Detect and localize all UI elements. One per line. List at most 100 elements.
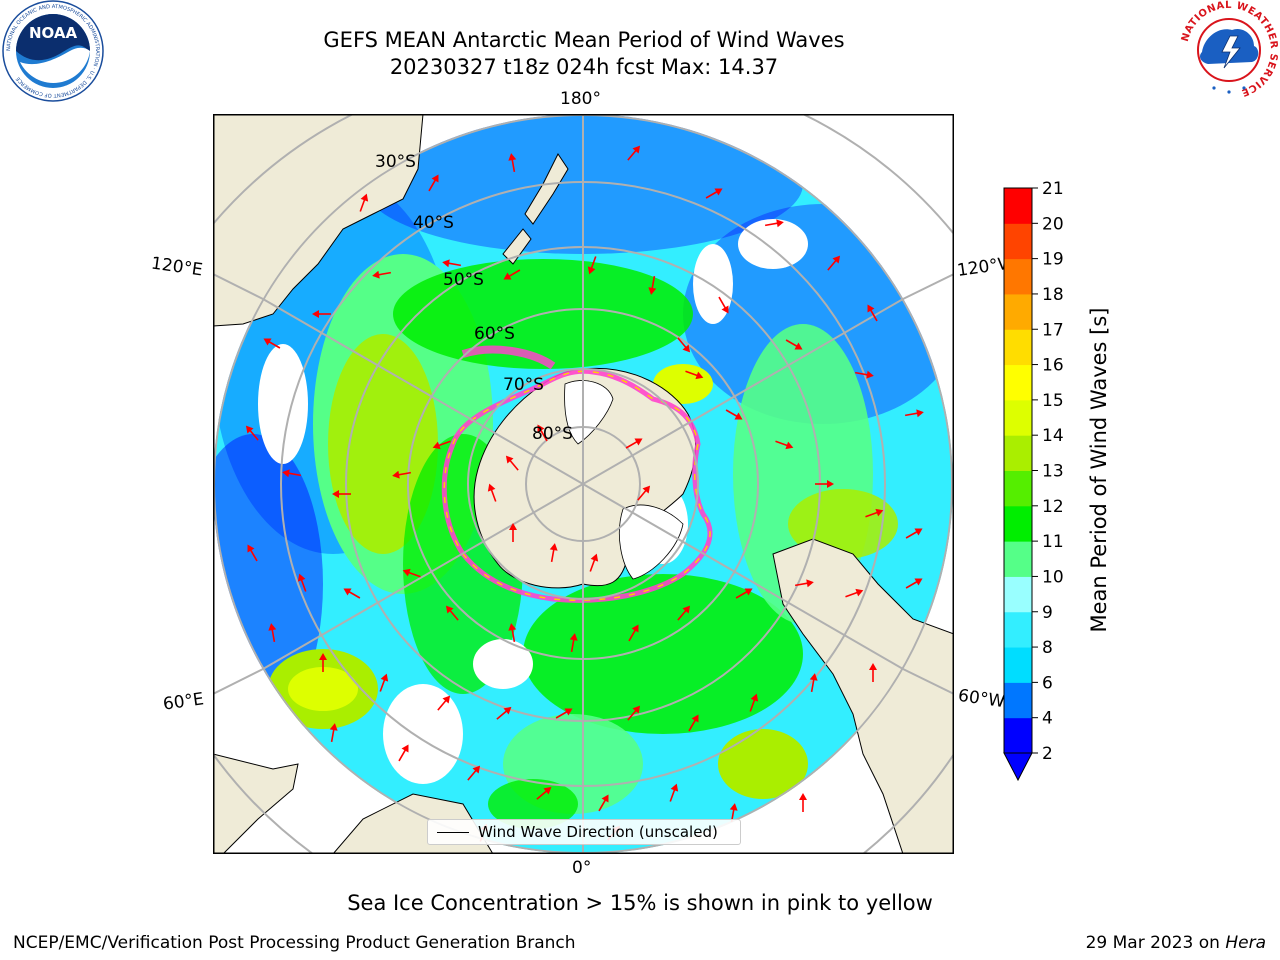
wave-direction-arrow: [725, 409, 743, 420]
wave-direction-arrow: [282, 469, 302, 478]
wave-direction-arrow: [685, 370, 704, 380]
lat-label-70s: 70°S: [503, 375, 544, 395]
wave-direction-arrow: [865, 508, 884, 518]
lon-label-180: 180°: [560, 89, 601, 109]
lon-label-60e: 60°E: [161, 689, 206, 715]
wave-direction-arrow: [677, 337, 691, 353]
wave-direction-arrow: [677, 605, 691, 621]
colorbar-tick-label: 10: [1042, 567, 1064, 587]
lat-label-50s: 50°S: [443, 270, 484, 290]
colorbar-segment: [1004, 188, 1032, 224]
colorbar-segment: [1004, 541, 1032, 577]
legend-line-sample: [437, 832, 469, 833]
wave-direction-arrow: [628, 624, 639, 642]
wave-direction-arrow: [775, 440, 794, 450]
wave-direction-arrow: [372, 270, 392, 279]
colorbar-tick-label: 6: [1042, 673, 1053, 693]
wave-direction-arrow: [764, 219, 784, 228]
graticule-outer: [213, 114, 954, 854]
sea-ice-edge: [441, 345, 713, 603]
wave-direction-arrow: [749, 693, 759, 712]
colorbar-tick-label: 4: [1042, 709, 1053, 729]
colorbar-tick-label: 20: [1042, 214, 1064, 234]
colorbar-segment: [1004, 329, 1032, 366]
wave-direction-arrow: [569, 633, 578, 653]
wave-direction-arrow: [867, 304, 878, 322]
wave-direction-arrow: [509, 523, 517, 542]
colorbar-segment: [1004, 223, 1032, 260]
credit-host: Hera: [1225, 933, 1266, 953]
wave-direction-arrow: [312, 310, 331, 318]
wave-direction-arrow: [359, 193, 369, 212]
wave-direction-arrow: [508, 153, 517, 173]
wave-direction-arrow: [442, 259, 462, 268]
wave-direction-arrow: [437, 695, 451, 711]
colorbar-tick-label: 18: [1042, 285, 1064, 305]
wave-direction-arrow: [799, 793, 807, 812]
wave-direction-arrow: [268, 623, 277, 643]
colorbar-segment: [1004, 717, 1032, 754]
colorbar-tick-label: 15: [1042, 391, 1064, 411]
colorbar-tick-label: 12: [1042, 497, 1064, 517]
wave-direction-arrow: [245, 425, 259, 441]
colorbar: 2 4 6 8 9 10 11 12 13 14 15 16 17 18 19 20 21: [1003, 180, 1064, 782]
wave-direction-arrow: [627, 705, 641, 721]
wave-direction-arrow: [549, 543, 558, 563]
wave-direction-arrow: [688, 714, 699, 732]
colorbar-segments: [1003, 187, 1033, 782]
wave-direction-arrow: [503, 269, 521, 280]
wave-direction-arrow: [392, 470, 412, 479]
colorbar-tick-label: 8: [1042, 638, 1053, 658]
wave-direction-arrow: [263, 338, 281, 349]
nws-logo: NATIONAL WEATHER SERVICE: [1180, 0, 1279, 99]
title-line-2: 20230327 t18z 024h fcst Max: 14.37: [389, 55, 779, 79]
colorbar-tick-label: 21: [1042, 180, 1064, 199]
noaa-logo-text: NOAA: [29, 24, 78, 42]
wave-direction-arrow: [827, 255, 841, 271]
lon-label-120e: 120°E: [149, 253, 204, 281]
credit-date: 29 Mar 2023 on Hera: [1086, 932, 1266, 954]
wave-direction-arrow: [845, 588, 864, 598]
wave-direction-arrow: [809, 673, 818, 693]
wave-direction-arrow: [815, 480, 834, 488]
wave-direction-arrow: [637, 485, 651, 501]
wave-direction-arrow: [247, 544, 258, 562]
wave-direction-arrow: [319, 653, 327, 672]
colorbar-title: Mean Period of Wind Waves [s]: [1087, 307, 1111, 633]
lat-label-80s: 80°S: [532, 424, 573, 444]
sea-ice-footnote: Sea Ice Concentration > 15% is shown in …: [347, 891, 933, 915]
wave-direction-arrow: [905, 578, 923, 589]
colorbar-tick-label: 11: [1042, 532, 1064, 552]
lon-label-0: 0°: [572, 858, 592, 878]
wave-direction-arrow: [537, 424, 548, 442]
colorbar-segment: [1004, 682, 1032, 719]
wave-direction-arrow: [332, 490, 351, 498]
colorbar-segment: [1004, 258, 1032, 295]
colorbar-tick-label: 9: [1042, 603, 1053, 623]
lat-label-40s: 40°S: [413, 213, 454, 233]
wave-direction-arrow: [854, 370, 874, 379]
colorbar-tick-label: 13: [1042, 462, 1064, 482]
wave-direction-arrow: [904, 409, 924, 418]
colorbar-tick-label: 19: [1042, 250, 1064, 270]
colorbar-tick-label: 16: [1042, 356, 1064, 376]
colorbar-segment: [1004, 435, 1032, 471]
legend-label: Wind Wave Direction (unscaled): [478, 823, 718, 841]
wave-direction-arrow: [297, 573, 307, 592]
wave-direction-arrow: [487, 483, 497, 502]
colorbar-tick-label: 14: [1042, 426, 1064, 446]
wave-direction-arrow: [669, 783, 679, 802]
polar-map: [213, 114, 954, 854]
colorbar-segment: [1004, 576, 1032, 613]
map-border: [213, 114, 954, 854]
wave-direction-arrow: [398, 744, 409, 762]
lat-label-30s: 30°S: [375, 152, 416, 172]
wave-direction-arrow: [536, 786, 552, 800]
credit-date-text: 29 Mar 2023 on: [1085, 933, 1220, 953]
wave-direction-arrow: [379, 673, 389, 692]
wave-direction-arrow: [625, 438, 643, 449]
wave-direction-arrow: [587, 256, 597, 275]
wave-direction-arrows: [245, 145, 924, 842]
colorbar-segment: [1004, 399, 1032, 436]
wave-direction-arrow: [869, 663, 877, 682]
